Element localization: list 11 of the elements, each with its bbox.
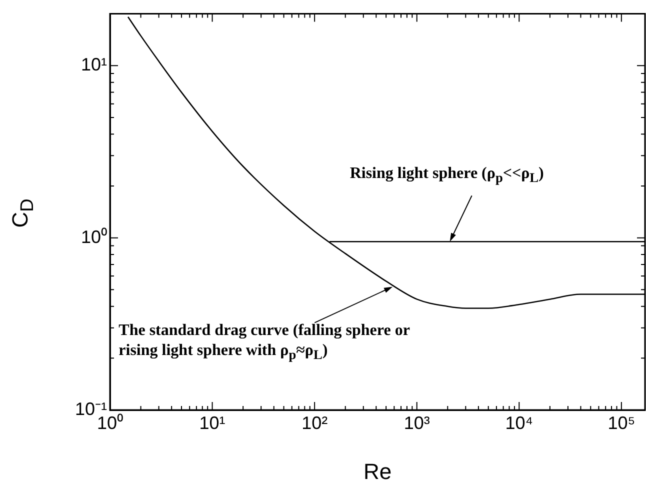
x-tick-label: 10³ bbox=[404, 412, 430, 433]
x-tick-label: 10⁰ bbox=[96, 412, 124, 433]
x-tick-label: 10² bbox=[302, 412, 328, 433]
x-tick-label: 10¹ bbox=[199, 412, 226, 433]
annotation: The standard drag curve (falling sphere or rising light sphere with ρ$_{p}$≈ρ$_{L}$) bbox=[118, 320, 411, 364]
x-tick-label: 10⁴ bbox=[505, 412, 534, 433]
x-axis-title: Re bbox=[363, 458, 392, 484]
y-tick-label: 10¹ bbox=[80, 54, 108, 75]
y-tick-label: 10⁰ bbox=[80, 226, 107, 247]
annotation: Rising light sphere (ρ$_{p}$<<ρ$_{L}$) bbox=[350, 164, 545, 187]
x-tick-label: 10⁵ bbox=[608, 412, 636, 433]
